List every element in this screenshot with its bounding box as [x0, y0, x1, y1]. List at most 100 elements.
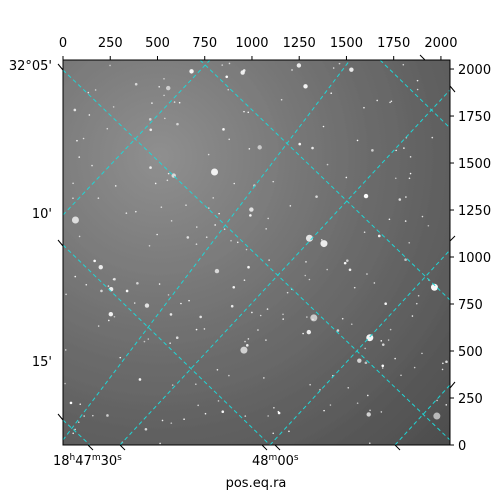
- star: [138, 378, 142, 381]
- star: [147, 338, 150, 340]
- star: [158, 86, 161, 88]
- top-tick-label-5: 1250: [283, 36, 316, 51]
- star: [388, 218, 391, 221]
- star: [73, 108, 77, 112]
- star: [243, 110, 245, 113]
- star: [65, 293, 67, 296]
- star: [156, 233, 158, 236]
- star: [82, 137, 85, 140]
- top-tick-label-3: 750: [192, 36, 217, 51]
- star: [214, 268, 220, 274]
- star: [368, 442, 371, 445]
- right-tick-label-5: 1250: [458, 204, 491, 219]
- star: [83, 415, 85, 417]
- star: [113, 315, 116, 318]
- star: [240, 346, 248, 354]
- star: [112, 106, 115, 108]
- star: [207, 207, 210, 209]
- star: [308, 278, 311, 281]
- star: [217, 400, 220, 402]
- star: [442, 362, 444, 365]
- star: [169, 313, 173, 316]
- star: [433, 412, 441, 420]
- star: [409, 172, 412, 175]
- star: [309, 383, 311, 386]
- star: [289, 205, 292, 207]
- star: [417, 294, 420, 297]
- star: [304, 274, 307, 277]
- star: [236, 241, 239, 244]
- star: [338, 62, 341, 65]
- star: [72, 197, 74, 200]
- top-tick-label-2: 500: [145, 36, 170, 51]
- star: [421, 352, 423, 355]
- star: [387, 339, 390, 341]
- star: [408, 177, 411, 180]
- star: [163, 78, 165, 80]
- star: [195, 226, 198, 228]
- star: [257, 329, 259, 331]
- star: [288, 430, 290, 433]
- star: [109, 64, 111, 67]
- star: [93, 259, 96, 263]
- star: [277, 410, 280, 413]
- star: [245, 344, 249, 347]
- star: [134, 82, 138, 86]
- ra-tick-label-1: 18h47m30s: [53, 453, 122, 469]
- star: [214, 224, 216, 226]
- star: [421, 215, 424, 218]
- star: [348, 268, 352, 272]
- star: [445, 404, 448, 406]
- sky-image: [63, 60, 450, 445]
- star: [197, 404, 199, 407]
- star: [245, 248, 248, 251]
- star: [415, 302, 418, 305]
- star: [248, 148, 251, 150]
- star: [380, 340, 383, 342]
- star: [411, 315, 414, 317]
- star: [366, 394, 369, 397]
- star: [69, 401, 73, 405]
- dec-tick-label-2: 10': [32, 207, 52, 222]
- star: [106, 127, 109, 130]
- star: [205, 236, 208, 238]
- star: [228, 62, 231, 65]
- star: [330, 92, 333, 94]
- star: [366, 273, 368, 275]
- star: [249, 214, 252, 217]
- star: [272, 180, 275, 183]
- star: [364, 361, 368, 365]
- star: [243, 279, 246, 281]
- star: [349, 67, 354, 72]
- right-tick-label-2: 500: [458, 345, 483, 360]
- star: [326, 268, 328, 271]
- star: [74, 275, 77, 278]
- star: [64, 349, 67, 351]
- star: [186, 236, 190, 239]
- star: [97, 325, 100, 327]
- star: [167, 172, 170, 175]
- star: [247, 338, 250, 340]
- star: [263, 377, 265, 379]
- star: [189, 69, 194, 74]
- dec-tick-label-3: 15': [32, 355, 52, 370]
- star: [273, 406, 275, 409]
- star: [356, 139, 359, 142]
- star: [402, 63, 405, 66]
- star: [87, 91, 90, 94]
- star: [72, 182, 74, 185]
- star: [302, 332, 304, 335]
- star: [178, 101, 181, 104]
- star: [376, 99, 378, 102]
- star: [416, 88, 419, 91]
- star: [247, 111, 250, 114]
- star: [366, 412, 371, 417]
- star: [363, 231, 366, 234]
- star: [286, 291, 289, 294]
- star: [326, 163, 329, 166]
- star: [207, 153, 210, 156]
- star: [143, 340, 146, 343]
- star: [403, 147, 405, 149]
- star: [195, 383, 197, 386]
- star: [430, 283, 438, 291]
